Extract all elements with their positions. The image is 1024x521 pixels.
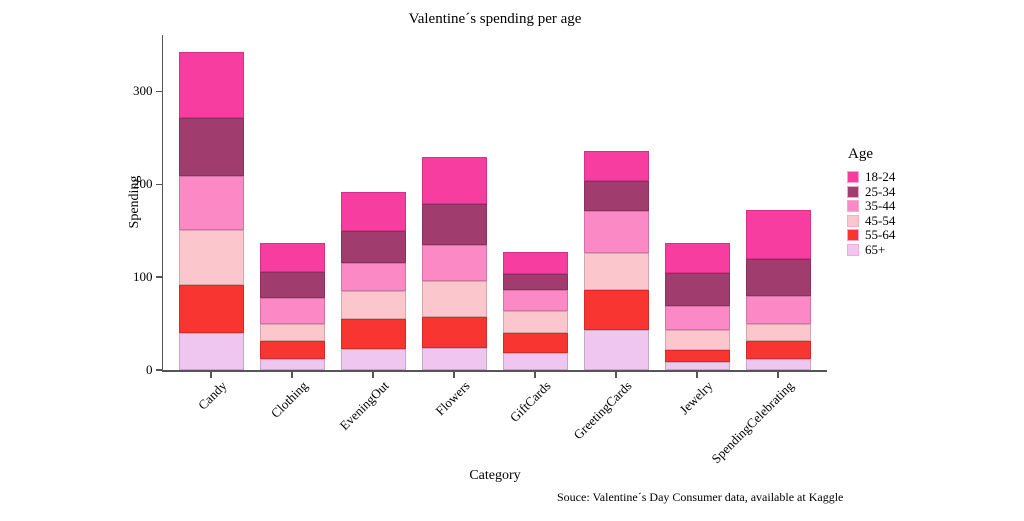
bar-segment-candy-age-65+ <box>178 332 244 370</box>
bar-segment-eveningout-age-35-44 <box>340 263 406 292</box>
y-tick-label: 300 <box>133 83 153 99</box>
legend-item: 18-24 <box>840 169 896 184</box>
bar-segment-giftcards-age-65+ <box>502 353 568 370</box>
bar-segment-clothing-age-18-24 <box>259 242 325 273</box>
bar-segment-giftcards-age-18-24 <box>502 252 568 275</box>
bar-segment-clothing-age-45-54 <box>259 323 325 342</box>
x-tick <box>696 371 698 378</box>
x-tick <box>372 371 374 378</box>
legend-item-label: 55-64 <box>865 227 896 242</box>
bar-segment-clothing-age-25-34 <box>259 272 325 299</box>
legend-item: 55-64 <box>840 227 896 242</box>
legend-item-label: 45-54 <box>865 212 896 228</box>
legend-swatch <box>847 243 859 256</box>
bar-segment-eveningout-age-45-54 <box>340 291 406 319</box>
bar-segment-spendingcelebrating-age-65+ <box>745 358 811 370</box>
bar-segment-jewelry-age-55-64 <box>664 350 730 362</box>
bar-segment-giftcards-age-45-54 <box>502 310 568 333</box>
legend-item-label: 35-44 <box>865 198 896 213</box>
bar-segment-eveningout-age-18-24 <box>340 191 406 231</box>
bar-segment-candy-age-55-64 <box>178 285 244 333</box>
legend-swatch <box>847 214 859 227</box>
bar-segment-greetingcards-age-65+ <box>583 330 649 370</box>
bar-segment-eveningout-age-65+ <box>340 348 406 370</box>
legend-swatch <box>847 171 859 183</box>
bar-segment-giftcards-age-25-34 <box>502 274 568 291</box>
y-tick <box>155 369 162 371</box>
bar-segment-flowers-age-25-34 <box>421 203 487 245</box>
bar-segment-jewelry-age-65+ <box>664 361 730 370</box>
legend-item-label: 65+ <box>865 241 886 257</box>
source-note: Souce: Valentine´s Day Consumer data, av… <box>557 490 844 504</box>
bar-segment-greetingcards-age-18-24 <box>583 150 649 182</box>
bar-segment-jewelry-age-45-54 <box>664 330 730 351</box>
legend-rows: 18-24 25-34 35-44 45-54 55-64 65+ <box>840 169 896 257</box>
bar-segment-greetingcards-age-35-44 <box>583 211 649 253</box>
bar-segment-eveningout-age-25-34 <box>340 230 406 264</box>
bar-segment-flowers-age-35-44 <box>421 244 487 281</box>
bar-segment-giftcards-age-55-64 <box>502 332 568 354</box>
y-axis-line <box>161 35 164 372</box>
legend-swatch <box>847 200 859 212</box>
bar-segment-greetingcards-age-25-34 <box>583 181 649 212</box>
y-tick <box>155 90 162 93</box>
bar-segment-clothing-age-55-64 <box>259 341 325 359</box>
bar-segment-eveningout-age-55-64 <box>340 318 406 349</box>
x-tick <box>615 371 617 378</box>
legend: Age 18-24 25-34 35-44 45-54 55-64 65+ <box>840 146 895 256</box>
bar-segment-giftcards-age-35-44 <box>502 290 568 311</box>
x-axis-label: Category <box>469 468 521 483</box>
legend-swatch <box>847 229 859 241</box>
y-tick <box>155 183 162 185</box>
chart-title: Valentine´s spending per age <box>408 11 582 27</box>
bar-segment-jewelry-age-25-34 <box>664 273 730 306</box>
bar-segment-jewelry-age-18-24 <box>664 242 730 274</box>
legend-item: 65+ <box>840 241 895 257</box>
x-tick <box>777 371 779 378</box>
bar-segment-spendingcelebrating-age-35-44 <box>745 295 811 324</box>
legend-item: 35-44 <box>840 198 896 213</box>
y-tick-label: 200 <box>133 176 153 192</box>
x-tick <box>534 371 536 378</box>
bar-segment-candy-age-18-24 <box>178 52 244 119</box>
x-tick <box>210 371 212 378</box>
legend-item-label: 18-24 <box>865 169 896 184</box>
bar-segment-spendingcelebrating-age-25-34 <box>745 258 811 296</box>
bar-segment-greetingcards-age-45-54 <box>583 252 649 291</box>
bar-segment-flowers-age-65+ <box>421 347 487 370</box>
legend-item: 25-34 <box>840 183 896 199</box>
bar-segment-spendingcelebrating-age-55-64 <box>745 341 811 359</box>
bar-segment-candy-age-25-34 <box>178 118 244 176</box>
legend-swatch <box>847 185 859 198</box>
bar-segment-candy-age-45-54 <box>178 229 244 286</box>
y-tick-label: 100 <box>133 269 153 285</box>
bar-segment-greetingcards-age-55-64 <box>583 290 649 331</box>
legend-item-label: 25-34 <box>865 183 896 199</box>
legend-title: Age <box>848 146 873 162</box>
bar-segment-clothing-age-65+ <box>259 358 325 370</box>
bar-segment-spendingcelebrating-age-45-54 <box>745 323 811 342</box>
y-tick <box>155 276 162 278</box>
legend-item: 45-54 <box>840 212 896 228</box>
x-axis-line <box>161 370 827 372</box>
bar-segment-jewelry-age-35-44 <box>664 305 730 331</box>
bar-segment-spendingcelebrating-age-18-24 <box>745 210 811 259</box>
bar-segment-flowers-age-55-64 <box>421 317 487 348</box>
x-tick <box>453 371 455 378</box>
x-tick <box>291 371 293 378</box>
bar-segment-flowers-age-18-24 <box>421 157 487 204</box>
bar-segment-candy-age-35-44 <box>178 175 244 230</box>
bar-segment-clothing-age-35-44 <box>259 298 325 324</box>
y-tick-label: 0 <box>146 362 153 377</box>
bar-segment-flowers-age-45-54 <box>421 280 487 318</box>
